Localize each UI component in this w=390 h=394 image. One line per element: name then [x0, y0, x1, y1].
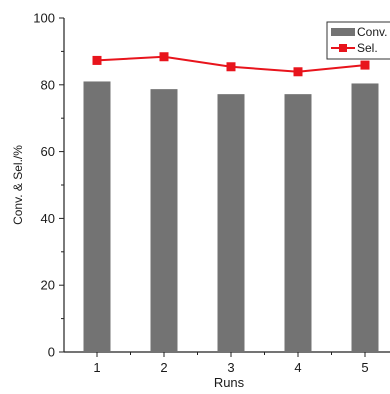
y-tick-label: 80 — [41, 77, 55, 92]
legend-swatch-conv — [331, 28, 355, 36]
legend: Conv. Sel. — [326, 21, 390, 60]
x-tick-label: 3 — [227, 360, 234, 375]
y-tick-label: 20 — [41, 278, 55, 293]
y-tick-label: 60 — [41, 144, 55, 159]
x-tick-label: 5 — [361, 360, 368, 375]
x-axis-label: Runs — [214, 375, 245, 390]
legend-label-conv: Conv. — [357, 25, 387, 39]
conv-bar-series — [83, 81, 379, 353]
conv-bar — [83, 81, 111, 353]
legend-label-sel: Sel. — [357, 41, 378, 55]
y-axis-label: Conv. & Sel./% — [11, 145, 25, 225]
y-tick-label: 0 — [48, 345, 55, 360]
sel-point — [293, 67, 303, 77]
conv-bar — [351, 83, 379, 353]
y-tick-label: 40 — [41, 211, 55, 226]
legend-marker-sel — [339, 44, 347, 52]
y-tick-label: 100 — [33, 11, 55, 26]
conv-bar — [150, 89, 178, 352]
x-tick-label: 4 — [294, 360, 301, 375]
conv-bar — [217, 94, 245, 352]
legend-box — [326, 21, 390, 60]
x-tick-label: 1 — [93, 360, 100, 375]
x-tick-label: 2 — [160, 360, 167, 375]
sel-point — [226, 62, 236, 72]
tick-labels: 0 20 40 60 80 100 1 2 3 4 5 — [33, 11, 368, 376]
sel-point — [159, 52, 169, 62]
sel-line-series — [92, 52, 370, 77]
sel-point — [360, 60, 370, 70]
sel-point — [92, 55, 102, 65]
conv-bar — [284, 94, 312, 352]
